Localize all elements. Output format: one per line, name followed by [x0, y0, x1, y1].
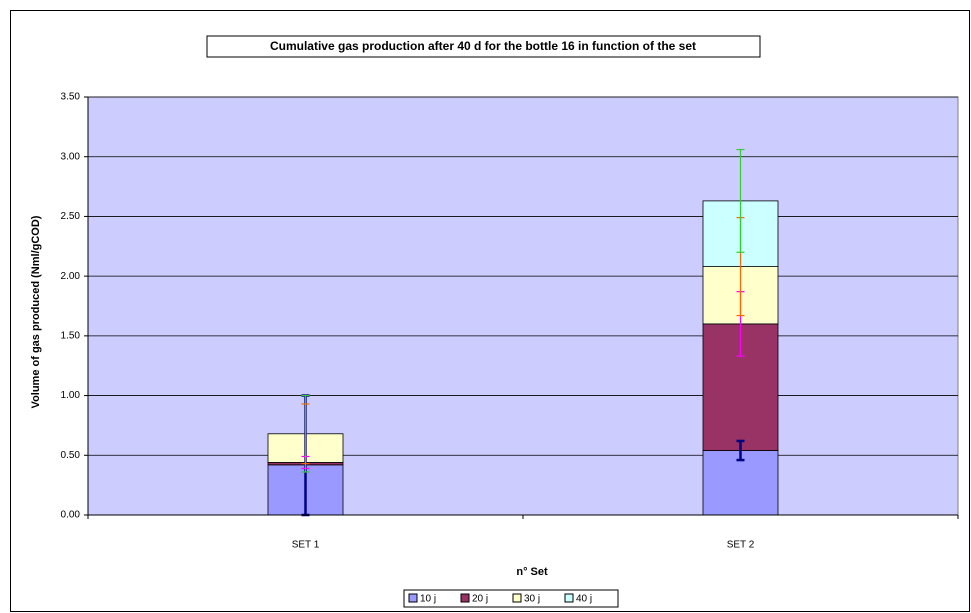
x-tick-label: SET 1: [292, 540, 320, 551]
error-bar: [736, 439, 745, 462]
y-tick-label: 3.50: [61, 92, 81, 103]
legend-swatch: [512, 593, 522, 603]
legend-label: 20 j: [472, 594, 488, 605]
legend-label: 10 j: [420, 594, 436, 605]
y-tick-label: 1.50: [61, 330, 81, 341]
y-tick-label: 3.00: [61, 151, 81, 162]
x-tick-label: SET 2: [727, 540, 755, 551]
legend-swatch: [564, 593, 574, 603]
y-axis-label: Volume of gas produced (Nml/gCOD): [30, 215, 42, 408]
y-tick-label: 1.00: [61, 390, 81, 401]
legend-label: 40 j: [576, 594, 592, 605]
y-tick-label: 2.50: [61, 211, 81, 222]
y-tick-label: 2.00: [61, 271, 81, 282]
error-bar: [301, 394, 310, 473]
x-axis-label: n° Set: [516, 566, 548, 578]
title-box: [206, 35, 761, 58]
y-tick-label: 0.50: [61, 450, 81, 461]
legend-swatch: [460, 593, 470, 603]
legend-label: 30 j: [524, 594, 540, 605]
plot-area: [87, 96, 959, 516]
y-tick-label: 0.00: [61, 510, 81, 521]
legend-swatch: [408, 593, 418, 603]
chart-title: Cumulative gas production after 40 d for…: [270, 39, 696, 53]
error-bar: [736, 148, 745, 253]
